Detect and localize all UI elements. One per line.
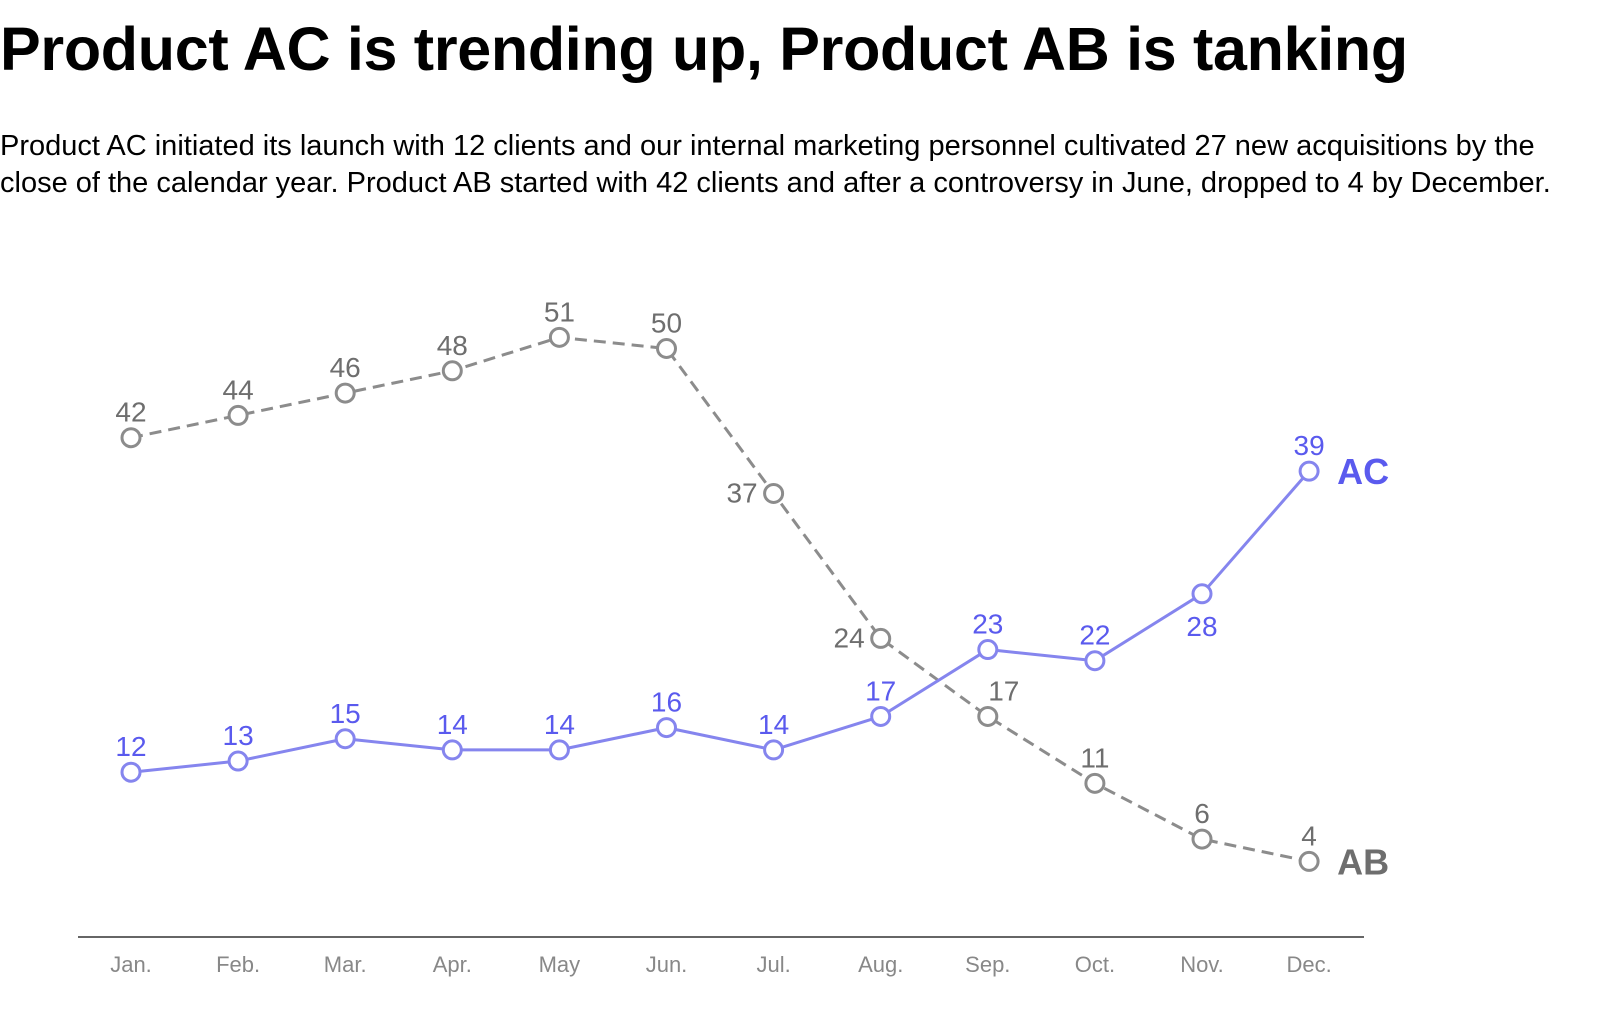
data-point-ab <box>120 427 142 449</box>
data-label-ab: 48 <box>437 330 468 361</box>
series-line-ab <box>130 335 1310 863</box>
data-label-ab: 37 <box>726 477 757 508</box>
data-point-ab <box>334 382 356 404</box>
data-label-ac: 17 <box>865 675 896 706</box>
data-point-ac <box>334 728 356 750</box>
series-ac: 12 13 15 14 14 16 14 17 23 22 28 39 AC <box>115 430 1389 783</box>
x-tick-label: Dec. <box>1286 952 1331 977</box>
data-label-ab: 11 <box>1080 742 1109 773</box>
data-label-ab: 51 <box>544 296 575 327</box>
chart-title: Product AC is trending up, Product AB is… <box>0 15 1408 83</box>
data-label-ac: 14 <box>544 709 575 740</box>
x-tick-label: Aug. <box>858 952 903 977</box>
data-label-ab: 24 <box>834 622 865 653</box>
data-label-ac: 28 <box>1186 611 1217 642</box>
data-point-ac <box>227 750 249 772</box>
x-tick-label: Apr. <box>433 952 472 977</box>
data-point-ac <box>1298 460 1320 482</box>
x-tick-label: Jan. <box>110 952 152 977</box>
data-point-ac <box>548 739 570 761</box>
data-point-ab <box>1298 850 1320 872</box>
x-tick-label: Feb. <box>216 952 260 977</box>
data-label-ac: 14 <box>758 709 789 740</box>
data-point-ac <box>120 761 142 783</box>
data-label-ac: 13 <box>223 720 254 751</box>
data-label-ab: 42 <box>115 397 146 428</box>
data-point-ac <box>1191 583 1213 605</box>
data-point-ac <box>763 739 785 761</box>
data-label-ab: 4 <box>1301 820 1317 851</box>
data-label-ac: 16 <box>651 687 682 718</box>
data-label-ac: 23 <box>972 609 1003 640</box>
x-tick-label: May <box>539 952 581 977</box>
data-label-ac: 12 <box>115 731 146 762</box>
data-point-ab <box>870 627 892 649</box>
x-tick-label: Oct. <box>1075 952 1115 977</box>
data-point-ab <box>656 338 677 359</box>
data-point-ac <box>1084 650 1106 672</box>
data-label-ac: 15 <box>330 698 361 729</box>
data-point-ac <box>656 717 677 739</box>
chart-subtitle: Product AC initiated its launch with 12 … <box>0 130 1551 199</box>
x-tick-label: Jul. <box>756 952 790 977</box>
data-point-ac <box>441 739 463 761</box>
data-point-ab <box>548 326 570 348</box>
data-point-ab <box>977 705 999 727</box>
data-point-ab <box>441 360 463 382</box>
series-line-ac <box>130 470 1311 774</box>
x-tick-label: Jun. <box>646 952 688 977</box>
data-point-ac <box>870 705 892 727</box>
data-label-ac: 22 <box>1079 620 1110 651</box>
data-label-ab: 46 <box>330 352 361 383</box>
data-point-ab <box>227 404 249 426</box>
data-point-ab <box>1084 772 1106 794</box>
series-name-label-ab: AB <box>1337 841 1389 882</box>
series-name-label-ac: AC <box>1337 451 1389 492</box>
data-label-ac: 14 <box>437 709 468 740</box>
x-tick-label: Mar. <box>324 952 367 977</box>
data-label-ab: 17 <box>988 675 1019 706</box>
data-label-ac: 39 <box>1294 430 1325 461</box>
data-label-ab: 6 <box>1194 798 1210 829</box>
data-point-ab <box>1191 828 1213 850</box>
x-tick-label: Sep. <box>965 952 1010 977</box>
x-tick-label: Nov. <box>1180 952 1224 977</box>
data-point-ab <box>763 482 785 504</box>
data-point-ac <box>977 639 999 661</box>
data-label-ab: 44 <box>223 374 254 405</box>
data-label-ab: 50 <box>651 308 682 339</box>
x-axis-tick-labels: Jan. Feb. Mar. Apr. May Jun. Jul. Aug. Sep. Oct. N… <box>110 952 1332 977</box>
